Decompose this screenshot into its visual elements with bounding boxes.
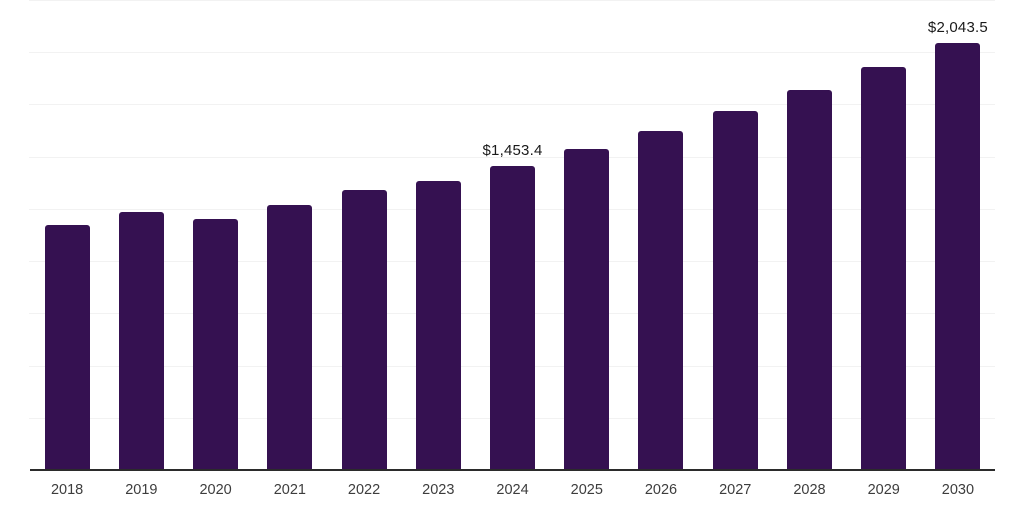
x-tick-label-2030: 2030	[941, 482, 975, 498]
bar-value-label-2024: $1,453.4	[482, 142, 543, 160]
bar-slot	[698, 0, 772, 470]
x-tick-label-2023: 2023	[422, 482, 455, 498]
bar-slot: $1,453.4	[475, 0, 549, 470]
x-tick-label-2026: 2026	[644, 482, 678, 498]
bar-slot	[624, 0, 698, 470]
bar-2026	[638, 131, 684, 470]
x-tick-label-2025: 2025	[570, 482, 603, 498]
gridline	[29, 0, 995, 1]
x-axis-line	[30, 469, 995, 471]
bar-slot	[401, 0, 475, 470]
gridline	[29, 156, 995, 158]
bar-2024	[490, 166, 536, 470]
x-tick-label-2019: 2019	[125, 482, 158, 498]
x-axis-labels: 2018 2019 2020 2021 2022 2023 2024 2025 2026 2027…	[30, 482, 995, 498]
x-tick-label-2028: 2028	[793, 482, 826, 498]
x-tick-label-2024: 2024	[496, 482, 529, 498]
bar-slot	[30, 0, 104, 470]
bar-2018	[44, 224, 90, 470]
bar-2023	[415, 181, 461, 470]
bar-slot	[550, 0, 624, 470]
bar-2020	[193, 218, 239, 470]
gridline	[29, 52, 995, 54]
bar-slot	[104, 0, 178, 470]
bar-slot	[772, 0, 846, 470]
bar-slot: $2,043.5	[921, 0, 995, 470]
x-tick-label-2022: 2022	[347, 482, 381, 498]
x-tick-label-2027: 2027	[719, 482, 752, 498]
bar-2030	[935, 43, 981, 470]
plot-area: $1,453.4 $2,043.5	[29, 0, 995, 471]
bar-slot	[253, 0, 327, 470]
bar-2028	[786, 89, 832, 470]
bar-2022	[341, 189, 387, 470]
bars-container: $1,453.4 $2,043.5	[30, 0, 995, 470]
bar-value-label-2030: $2,043.5	[927, 19, 988, 37]
bar-slot	[178, 0, 252, 470]
x-tick-label-2018: 2018	[50, 482, 84, 498]
x-tick-label-2021: 2021	[273, 482, 306, 498]
bar-slot	[847, 0, 921, 470]
x-tick-label-2029: 2029	[867, 482, 900, 498]
bar-2021	[267, 204, 313, 470]
bar-2027	[712, 111, 758, 470]
x-tick-label-2020: 2020	[199, 482, 232, 498]
bar-slot	[327, 0, 401, 470]
bar-2025	[564, 148, 610, 470]
bar-2019	[118, 211, 164, 470]
gridline	[29, 104, 995, 106]
bar-2029	[861, 66, 907, 470]
